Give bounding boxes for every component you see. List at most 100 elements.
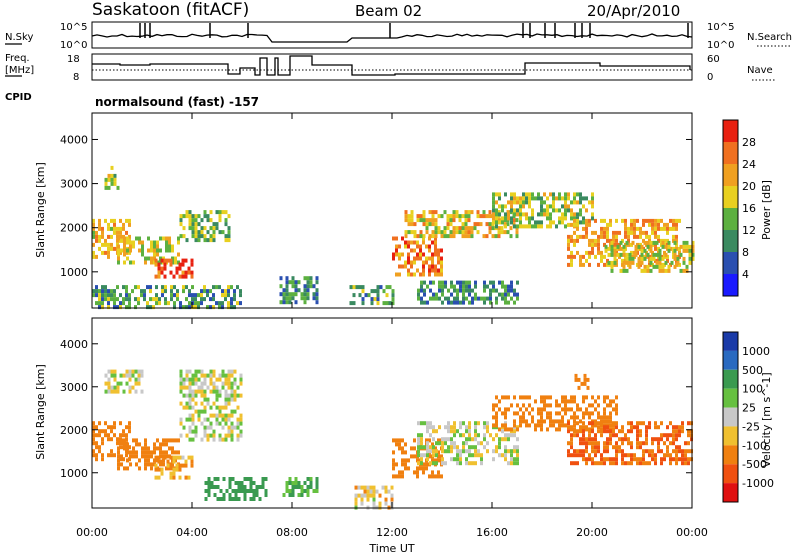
heatmap-cell (129, 260, 132, 265)
heatmap-cell (582, 433, 585, 438)
heatmap-cell (485, 222, 489, 227)
heatmap-cell (181, 455, 185, 460)
heatmap-cell (98, 445, 101, 450)
heatmap-cell (376, 301, 380, 306)
heatmap-cell (188, 437, 192, 442)
heatmap-cell (507, 449, 510, 454)
heatmap-cell (492, 423, 495, 428)
heatmap-cell (117, 454, 120, 459)
heatmap-cell (504, 407, 507, 412)
heatmap-cell (447, 296, 450, 301)
heatmap-cell (279, 292, 283, 297)
heatmap-cell (462, 296, 465, 301)
heatmap-cell (603, 425, 606, 430)
heatmap-cell (675, 437, 678, 442)
heatmap-cell (640, 252, 644, 257)
heatmap-cell (144, 450, 147, 455)
heatmap-cell (141, 252, 144, 257)
heatmap-cell (495, 220, 498, 225)
heatmap-cell (600, 258, 603, 263)
heatmap-cell (625, 256, 629, 261)
heatmap-cell (492, 212, 495, 217)
heatmap-cell (258, 497, 262, 501)
heatmap-cell (651, 437, 654, 442)
heatmap-cell (129, 462, 132, 467)
heatmap-cell (163, 258, 167, 263)
heatmap-cell (110, 173, 114, 178)
heatmap-cell (468, 292, 471, 297)
heatmap-cell (419, 244, 422, 249)
heatmap-cell (594, 437, 597, 442)
heatmap-cell (224, 238, 228, 243)
heatmap-cell (395, 248, 398, 253)
heatmap-cell (388, 285, 392, 290)
heatmap-cell (594, 242, 597, 247)
heatmap-cell (119, 373, 123, 378)
heatmap-cell (123, 248, 126, 253)
heatmap-cell (168, 240, 171, 245)
heatmap-cell (594, 399, 597, 404)
heatmap-cell (113, 373, 117, 378)
heatmap-cell (681, 457, 684, 462)
heatmap-cell (576, 415, 579, 420)
heatmap-cell (101, 289, 104, 294)
heatmap-cell (582, 453, 585, 458)
heatmap-cell (585, 226, 588, 231)
heatmap-cell (652, 252, 656, 257)
heatmap-cell (540, 411, 543, 416)
heatmap-cell (200, 218, 204, 223)
heatmap-cell (117, 466, 120, 471)
heatmap-cell (137, 285, 140, 290)
heatmap-cell (594, 421, 597, 426)
heatmap-cell (497, 226, 501, 231)
heatmap-cell (194, 293, 197, 298)
heatmap-cell (483, 284, 486, 289)
heatmap-cell (624, 234, 627, 239)
heatmap-cell (639, 433, 642, 438)
heatmap-cell (664, 260, 668, 265)
heatmap-cell (534, 196, 537, 201)
heatmap-cell (678, 445, 681, 450)
heatmap-cell (101, 301, 104, 306)
heatmap-cell (98, 305, 101, 310)
heatmap-cell (191, 297, 194, 302)
heatmap-cell (437, 458, 440, 463)
heatmap-cell (558, 411, 561, 416)
heatmap-cell (194, 401, 198, 406)
heatmap-cell (291, 284, 295, 289)
heatmap-cell (660, 449, 663, 454)
heatmap-cell (582, 204, 585, 209)
heatmap-cell (573, 196, 576, 201)
heatmap-cell (366, 497, 370, 502)
heatmap-cell (159, 462, 162, 467)
heatmap-cell (182, 226, 186, 231)
heatmap-cell (224, 433, 228, 438)
heatmap-cell (95, 301, 98, 306)
heatmap-cell (510, 208, 513, 213)
heatmap-cell (212, 369, 216, 374)
heatmap-cell (376, 289, 380, 294)
heatmap-cell (379, 285, 383, 290)
heatmap-cell (534, 220, 537, 225)
heatmap-cell (417, 433, 420, 438)
heatmap-cell (482, 210, 486, 215)
heatmap-cell (615, 218, 618, 223)
heatmap-cell (203, 377, 207, 382)
heatmap-cell (682, 260, 686, 265)
heatmap-cell (154, 463, 158, 468)
heatmap-cell (249, 497, 253, 501)
velocity-colorbar-label: Velocity [m s^-1] (760, 372, 773, 467)
heatmap-cell (95, 457, 98, 462)
heatmap-cell (667, 248, 671, 253)
heatmap-cell (585, 196, 588, 201)
heatmap-cell (447, 288, 450, 293)
heatmap-cell (401, 236, 404, 241)
heatmap-cell (615, 421, 618, 426)
heatmap-cell (361, 289, 365, 294)
heatmap-cell (673, 248, 677, 253)
heatmap-cell (628, 260, 632, 265)
heatmap-cell (104, 429, 107, 434)
heatmap-cell (188, 401, 192, 406)
heatmap-cell (188, 397, 192, 402)
heatmap-cell (486, 449, 489, 454)
